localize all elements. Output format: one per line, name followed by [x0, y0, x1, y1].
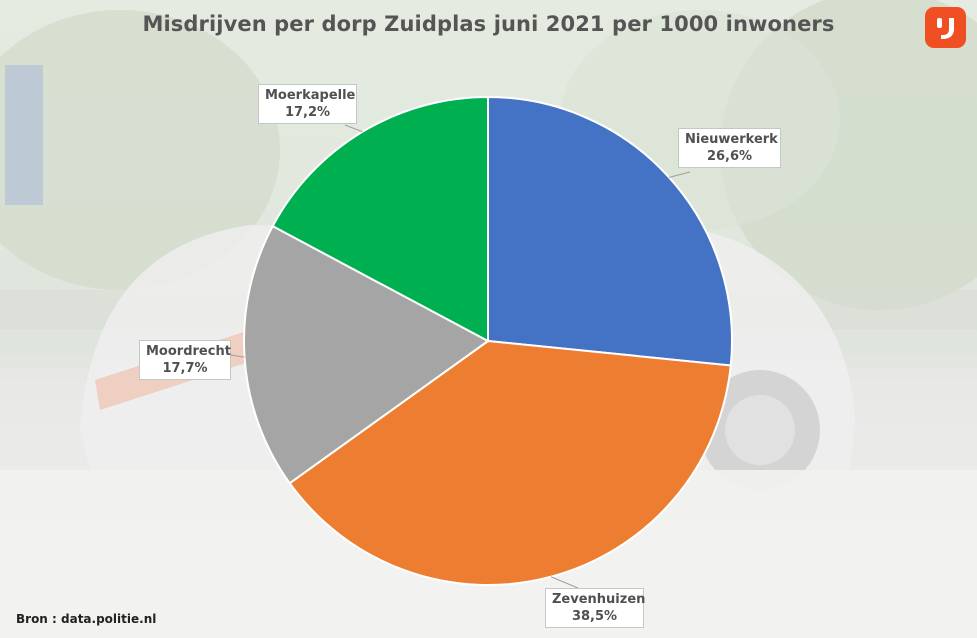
source-note: Bron : data.politie.nl	[16, 612, 157, 626]
slice-percent: 26,6%	[706, 149, 753, 164]
pie-slice-zevenhuizen	[288, 339, 732, 586]
leader-line	[344, 124, 363, 133]
slice-name: Moordrecht	[146, 344, 231, 359]
pie-slice-moordrecht	[243, 224, 490, 485]
slice-label-nieuwerkerk: Nieuwerkerk 26,6%	[678, 128, 781, 168]
slice-label-moerkapelle: Moerkapelle 17,2%	[258, 84, 357, 124]
leader-line	[550, 576, 579, 589]
slice-label-moordrecht: Moordrecht 17,7%	[139, 340, 231, 380]
slice-name: Moerkapelle	[265, 88, 356, 103]
slice-name: Nieuwerkerk	[685, 132, 778, 147]
slice-percent: 17,2%	[284, 105, 331, 120]
pie-slice-moerkapelle	[271, 95, 489, 343]
slice-percent: 38,5%	[571, 609, 618, 624]
leader-line	[230, 354, 245, 358]
leader-line	[668, 171, 691, 178]
slice-name: Zevenhuizen	[552, 592, 646, 607]
ij-logo-icon	[925, 7, 966, 48]
pie-slice-nieuwerkerk	[487, 95, 733, 367]
slice-percent: 17,7%	[162, 361, 208, 376]
slice-label-zevenhuizen: Zevenhuizen 38,5%	[545, 588, 646, 628]
chart-title: Misdrijven per dorp Zuidplas juni 2021 p…	[142, 12, 835, 36]
